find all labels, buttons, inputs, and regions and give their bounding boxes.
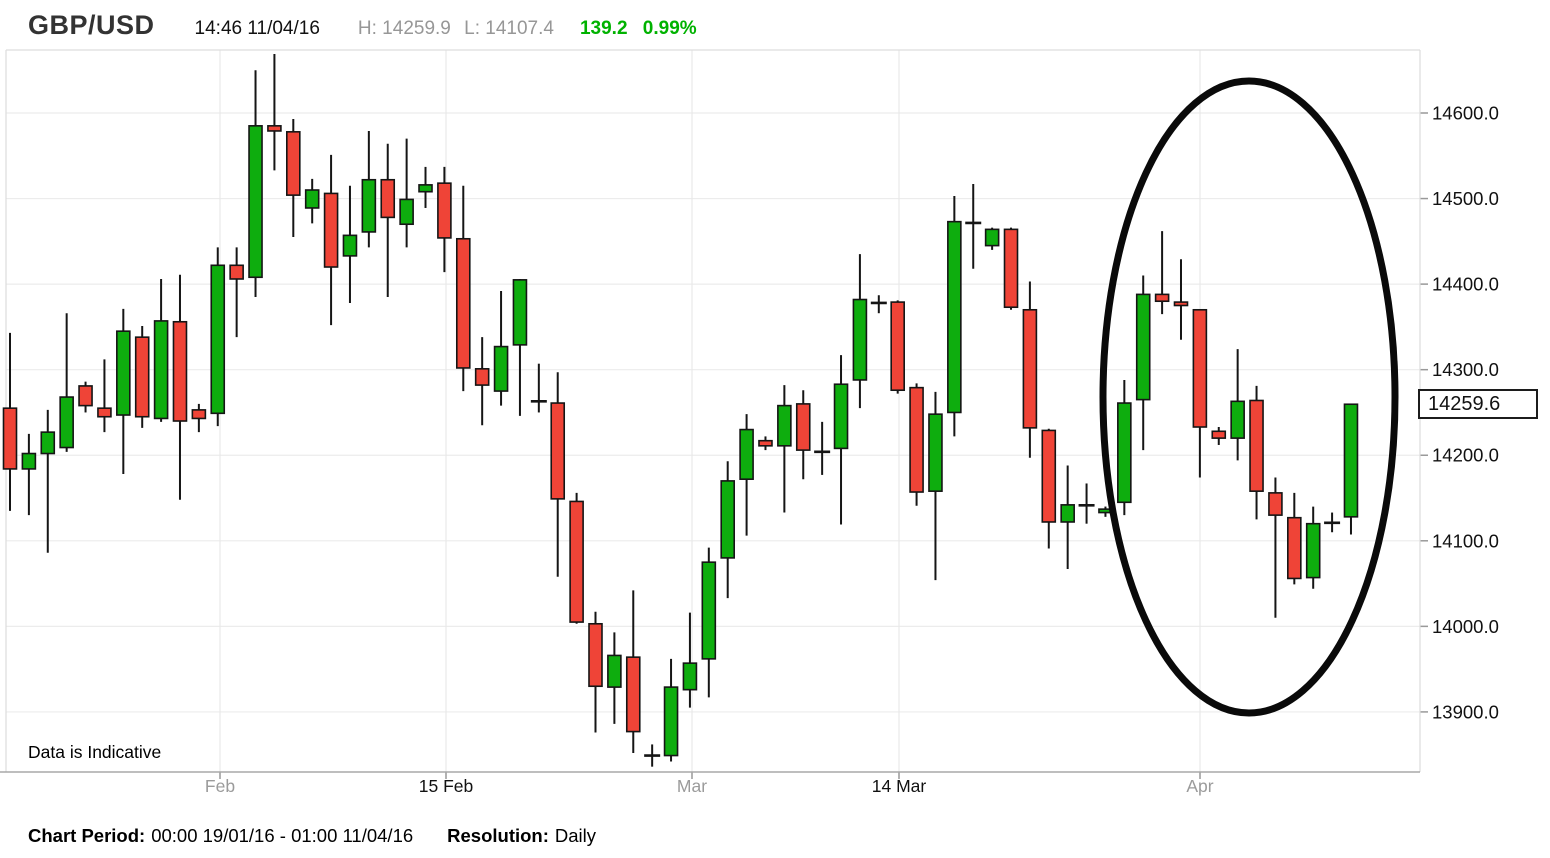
y-axis-label: 14600.0 (1432, 103, 1499, 124)
candle-down (1268, 492, 1283, 516)
candle-up (928, 413, 943, 492)
candle-up (342, 234, 358, 257)
candle-up (21, 452, 37, 470)
candle-up (304, 189, 320, 209)
candle-down (134, 336, 150, 418)
x-axis-label: 14 Mar (872, 776, 927, 796)
candle-down (2, 407, 18, 470)
candle-down (97, 407, 112, 418)
candle-down (1154, 293, 1170, 303)
candle-up (399, 198, 414, 226)
y-axis-label: 14400.0 (1432, 274, 1499, 295)
candle-down (286, 131, 301, 196)
candle-up (682, 662, 698, 691)
candle-up (947, 220, 962, 414)
candle-up (1135, 293, 1151, 401)
candle-down (380, 178, 396, 219)
x-axis-label: 15 Feb (419, 776, 473, 796)
candle-down (474, 368, 490, 386)
x-axis-label: Feb (205, 776, 235, 796)
candle-up (852, 298, 868, 381)
candle-up (739, 428, 754, 480)
candle-up (248, 125, 263, 279)
candle-down (588, 622, 603, 688)
y-axis-label: 14200.0 (1432, 445, 1499, 466)
session-low: L: 14107.4 (464, 18, 554, 39)
resolution-value: Daily (554, 825, 597, 846)
candle-up (701, 561, 717, 660)
candle-up (1117, 402, 1132, 504)
candle-down (1192, 308, 1208, 428)
x-axis-label: Apr (1186, 776, 1213, 796)
candle-up (418, 184, 433, 193)
candle-down (625, 656, 641, 733)
symbol-title: GBP/USD (28, 10, 155, 40)
candle-up (153, 320, 169, 420)
y-axis-label: 14000.0 (1432, 616, 1499, 637)
change-percent: 0.99% (642, 18, 697, 39)
candle-up (984, 228, 1000, 247)
candle-down (323, 192, 339, 268)
candle-down (1003, 228, 1019, 309)
session-change: 139.2 0.99% (580, 18, 697, 40)
candle-down (550, 402, 566, 500)
period-value: 00:00 19/01/16 - 01:00 11/04/16 (151, 825, 414, 846)
candle-down (455, 237, 471, 369)
candle-up (777, 404, 792, 447)
resolution-label: Resolution: (447, 825, 549, 846)
x-axis-label: Mar (677, 776, 707, 796)
candle-down (78, 385, 93, 407)
quote-timestamp: 14:46 11/04/16 (194, 18, 320, 39)
candle-down (1041, 429, 1057, 523)
candle-down (267, 125, 282, 132)
candle-down (1022, 308, 1038, 429)
candle-up (720, 480, 736, 559)
candle-up (116, 330, 131, 416)
y-axis-label: 14300.0 (1432, 359, 1499, 380)
y-axis-label: 14100.0 (1432, 530, 1499, 551)
candle-down (1173, 301, 1189, 307)
y-axis-label: 14500.0 (1432, 188, 1499, 209)
candle-up (512, 279, 528, 346)
candle-up (1060, 504, 1075, 523)
candle-down (191, 409, 207, 420)
candle-up (607, 654, 622, 688)
candle-up (833, 383, 849, 450)
candle-up (493, 345, 509, 392)
candle-up (59, 396, 74, 449)
candle-down (172, 320, 188, 422)
candle-up (1230, 400, 1245, 439)
candle-up (210, 264, 226, 415)
candle-down (569, 500, 584, 623)
candle-down (795, 403, 811, 451)
candle-down (909, 386, 924, 493)
indicative-note: Data is Indicative (28, 742, 162, 762)
candle-down (1287, 516, 1302, 580)
period-label: Chart Period: (28, 825, 146, 846)
annotation-ellipse (1099, 77, 1399, 717)
candle-up (40, 431, 56, 455)
change-points: 139.2 (579, 18, 628, 39)
candle-down (229, 264, 244, 280)
candle-up (361, 178, 377, 233)
candle-up (1305, 522, 1321, 579)
candle-down (437, 182, 452, 239)
y-axis-label: 13900.0 (1432, 701, 1499, 722)
candle-up (1343, 403, 1359, 518)
candle-down (890, 301, 905, 392)
candle-up (663, 686, 679, 757)
candle-down (1249, 399, 1264, 492)
chart-header: GBP/USD 14:46 11/04/16 H: 14259.9 L: 141… (28, 10, 697, 41)
candle-down (1211, 430, 1227, 439)
chart-footer: Chart Period: 00:00 19/01/16 - 01:00 11/0… (28, 825, 596, 847)
session-high: H: 14259.9 (357, 18, 451, 39)
last-price-tag: 14259.6 (1418, 389, 1538, 420)
candle-down (758, 439, 773, 447)
session-high-low: H: 14259.9 L: 14107.4 (358, 18, 554, 40)
